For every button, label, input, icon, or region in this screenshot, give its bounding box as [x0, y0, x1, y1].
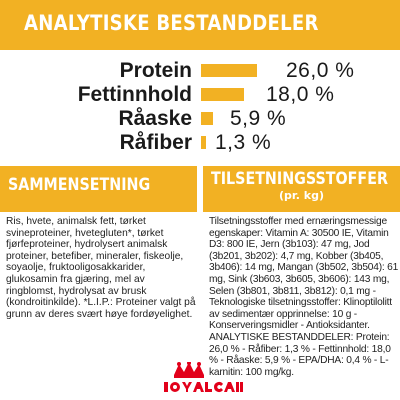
- royal-canin-logo: [164, 362, 243, 392]
- analysis-bar-protein: [201, 64, 257, 77]
- analysis-row-protein: Protein: [0, 58, 192, 84]
- composition-title: SAMMENSETNING: [8, 175, 151, 195]
- crown-icon: [174, 362, 204, 378]
- analysis-row-fiber: Råfiber: [0, 130, 192, 156]
- analysis-value: 1,3 %: [215, 131, 272, 154]
- analysis-value: 26,0 %: [286, 59, 355, 82]
- analysis-label: Råaske: [118, 107, 192, 130]
- composition-header: SAMMENSETNING: [0, 166, 197, 212]
- additives-title: TILSETNINGSSTOFFER: [211, 169, 388, 189]
- analysis-value: 18,0 %: [266, 83, 335, 106]
- analytics-title: ANALYTISKE BESTANDDELER: [24, 11, 319, 35]
- analysis-row-fat: Fettinnhold: [0, 82, 192, 108]
- analysis-bar-fiber: [201, 136, 206, 149]
- additives-header: TILSETNINGSSTOFFER (pr. kg): [203, 166, 400, 212]
- analysis-label: Fettinnhold: [77, 83, 192, 106]
- analysis-value: 5,9 %: [230, 107, 287, 130]
- analysis-label: Råfiber: [119, 131, 192, 154]
- composition-text: Ris, hvete, animalsk fett, tørket svinep…: [6, 216, 196, 320]
- analysis-bar-ash: [201, 112, 213, 125]
- logo-wordmark: [164, 382, 243, 392]
- analysis-label: Protein: [119, 59, 192, 82]
- additives-text: Tilsetningsstoffer med ernæringsmessige …: [209, 216, 399, 378]
- analytics-header-banner: ANALYTISKE BESTANDDELER: [0, 0, 400, 50]
- analysis-row-ash: Råaske: [0, 106, 192, 132]
- analysis-bar-fat: [201, 88, 244, 101]
- additives-subtitle: (pr. kg): [279, 189, 324, 202]
